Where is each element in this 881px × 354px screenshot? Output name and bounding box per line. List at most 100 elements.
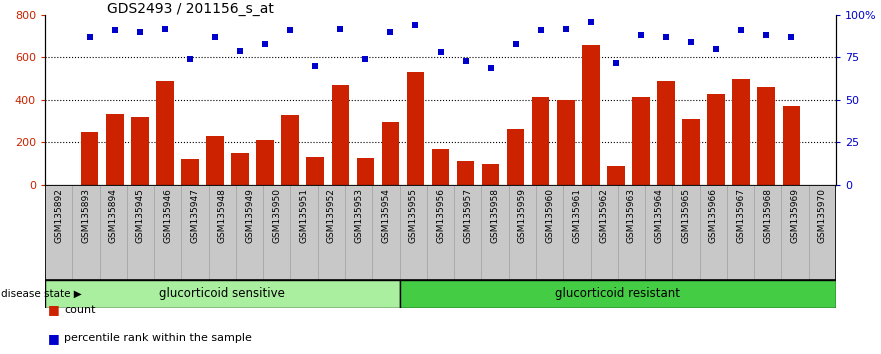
Point xyxy=(734,28,748,33)
Text: GSM135967: GSM135967 xyxy=(736,188,745,243)
Bar xyxy=(357,159,374,185)
Point xyxy=(233,48,247,53)
Bar xyxy=(181,160,199,185)
Bar xyxy=(454,185,481,280)
Bar xyxy=(672,185,700,280)
Text: GSM135949: GSM135949 xyxy=(245,188,254,243)
Point xyxy=(133,29,147,35)
Text: GSM135946: GSM135946 xyxy=(163,188,173,243)
Point xyxy=(258,41,272,47)
Text: percentile rank within the sample: percentile rank within the sample xyxy=(64,333,252,343)
Text: glucorticoid sensitive: glucorticoid sensitive xyxy=(159,287,285,301)
Bar xyxy=(156,81,174,185)
Bar xyxy=(754,185,781,280)
Text: GSM135959: GSM135959 xyxy=(518,188,527,243)
Point xyxy=(784,34,798,40)
Point xyxy=(534,28,548,33)
Bar xyxy=(131,117,149,185)
Point xyxy=(709,46,723,52)
Text: GSM135964: GSM135964 xyxy=(655,188,663,243)
Bar xyxy=(618,185,645,280)
Text: GDS2493 / 201156_s_at: GDS2493 / 201156_s_at xyxy=(107,2,273,16)
Text: GSM135953: GSM135953 xyxy=(354,188,363,243)
Text: GSM135893: GSM135893 xyxy=(81,188,91,243)
Point xyxy=(584,19,598,25)
Point xyxy=(359,56,373,62)
Point xyxy=(458,58,472,64)
Text: GSM135951: GSM135951 xyxy=(300,188,308,243)
Bar xyxy=(209,185,236,280)
Text: ■: ■ xyxy=(48,332,59,345)
Point xyxy=(508,41,522,47)
Bar xyxy=(582,45,600,185)
Bar xyxy=(809,185,836,280)
Point xyxy=(183,56,197,62)
Text: GSM135958: GSM135958 xyxy=(491,188,500,243)
Point xyxy=(158,26,172,32)
Point xyxy=(283,28,297,33)
Point xyxy=(433,50,448,55)
Point xyxy=(333,26,347,32)
Bar xyxy=(127,185,154,280)
Bar xyxy=(507,129,524,185)
Point xyxy=(759,33,774,38)
Point xyxy=(559,26,573,32)
Bar xyxy=(206,136,224,185)
Text: GSM135961: GSM135961 xyxy=(573,188,581,243)
Bar xyxy=(657,81,675,185)
Bar xyxy=(707,93,725,185)
Bar xyxy=(481,185,508,280)
Bar xyxy=(758,87,775,185)
Text: GSM135969: GSM135969 xyxy=(790,188,800,243)
Bar xyxy=(256,141,274,185)
Text: GSM135968: GSM135968 xyxy=(763,188,773,243)
Text: GSM135945: GSM135945 xyxy=(136,188,145,243)
Bar xyxy=(781,185,809,280)
Point xyxy=(208,34,222,40)
Bar xyxy=(291,185,318,280)
Text: count: count xyxy=(64,305,96,315)
Bar xyxy=(590,185,618,280)
Bar xyxy=(232,153,248,185)
Text: disease state ▶: disease state ▶ xyxy=(1,289,82,299)
Bar xyxy=(45,280,400,308)
Bar xyxy=(381,122,399,185)
Bar xyxy=(400,280,836,308)
Bar xyxy=(727,185,754,280)
Point xyxy=(609,60,623,65)
Point xyxy=(409,22,423,28)
Point xyxy=(634,33,648,38)
Bar xyxy=(307,158,324,185)
Bar xyxy=(557,100,574,185)
Text: GSM135952: GSM135952 xyxy=(327,188,336,243)
Bar xyxy=(181,185,209,280)
Bar xyxy=(532,97,550,185)
Bar xyxy=(45,185,72,280)
Text: GSM135955: GSM135955 xyxy=(409,188,418,243)
Bar xyxy=(407,72,425,185)
Text: glucorticoid resistant: glucorticoid resistant xyxy=(555,287,680,301)
Bar xyxy=(373,185,400,280)
Bar xyxy=(345,185,373,280)
Bar xyxy=(536,185,563,280)
Bar xyxy=(607,166,625,185)
Bar xyxy=(236,185,263,280)
Bar xyxy=(427,185,454,280)
Point xyxy=(308,63,322,69)
Bar xyxy=(782,106,800,185)
Bar xyxy=(72,185,100,280)
Bar xyxy=(682,119,700,185)
Text: GSM135957: GSM135957 xyxy=(463,188,472,243)
Point xyxy=(107,28,122,33)
Bar xyxy=(100,185,127,280)
Bar xyxy=(700,185,727,280)
Bar xyxy=(563,185,590,280)
Point xyxy=(659,34,673,40)
Text: GSM135947: GSM135947 xyxy=(190,188,199,243)
Bar xyxy=(318,185,345,280)
Text: GSM135894: GSM135894 xyxy=(108,188,118,243)
Bar xyxy=(732,79,750,185)
Text: GSM135954: GSM135954 xyxy=(381,188,390,243)
Text: GSM135950: GSM135950 xyxy=(272,188,281,243)
Point xyxy=(684,39,698,45)
